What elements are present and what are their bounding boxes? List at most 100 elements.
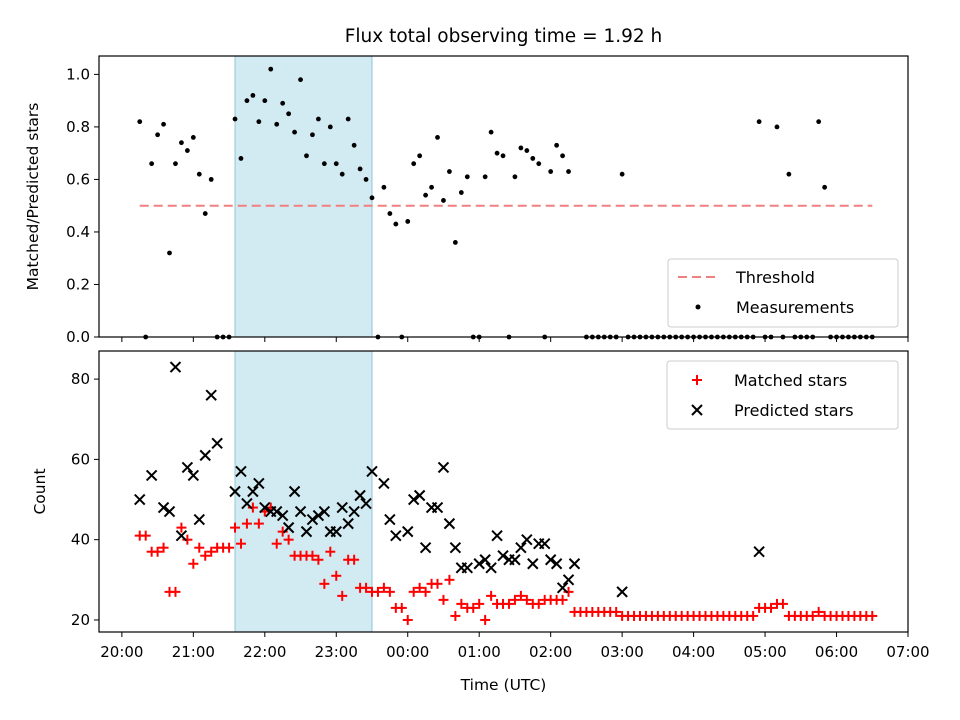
predicted-star-point bbox=[384, 513, 396, 526]
matched-star-point bbox=[468, 602, 479, 613]
predicted-star-point-b bbox=[181, 461, 194, 474]
matched-star-point bbox=[194, 542, 205, 553]
measurement-point bbox=[321, 161, 327, 167]
predicted-star-point-b bbox=[515, 541, 527, 554]
matched-star-point bbox=[611, 606, 622, 617]
matched-star-point bbox=[515, 590, 526, 601]
predicted-star-point-b bbox=[300, 525, 313, 538]
measurement-point bbox=[560, 153, 565, 159]
matched-star-point bbox=[319, 578, 330, 589]
predicted-star-point-b bbox=[550, 558, 563, 570]
predicted-star-point bbox=[253, 477, 265, 490]
predicted-star-point bbox=[431, 501, 444, 514]
predicted-star-point bbox=[348, 505, 360, 518]
predicted-stars-points bbox=[134, 361, 765, 598]
predicted-star-point-b bbox=[407, 493, 420, 506]
bottom-y-tick-label: 60 bbox=[71, 450, 90, 468]
matched-star-point bbox=[533, 598, 544, 609]
measurement-point bbox=[262, 98, 268, 104]
predicted-star-point-b bbox=[145, 469, 158, 482]
measurement-point bbox=[232, 116, 238, 122]
measurement-point bbox=[137, 119, 143, 125]
predicted-star-point-b bbox=[294, 505, 307, 518]
predicted-star-point-b bbox=[235, 465, 247, 478]
measurement-point bbox=[488, 129, 494, 135]
matched-star-point bbox=[450, 610, 461, 621]
predicted-star-point-b bbox=[312, 509, 325, 522]
predicted-star-point bbox=[181, 461, 194, 474]
measurement-point bbox=[435, 135, 440, 140]
bottom-legend-box bbox=[666, 360, 899, 430]
matched-star-point bbox=[777, 598, 788, 609]
measurement-point bbox=[244, 98, 250, 104]
predicted-star-point bbox=[378, 477, 390, 490]
measurement-point bbox=[167, 250, 172, 256]
matched-star-point bbox=[748, 610, 759, 621]
predicted-star-point bbox=[390, 529, 402, 542]
predicted-star-point-b bbox=[413, 489, 426, 502]
matched-star-point bbox=[766, 602, 777, 613]
matched-star-point bbox=[313, 554, 324, 565]
predicted-star-point bbox=[753, 546, 765, 558]
matched-star-point bbox=[271, 538, 282, 549]
bottom-y-tick-label: 80 bbox=[71, 370, 90, 388]
measurement-point bbox=[274, 121, 280, 127]
measurement-point bbox=[441, 198, 446, 203]
x-tick-label: 22:00 bbox=[243, 643, 286, 661]
predicted-star-point bbox=[247, 485, 259, 498]
measurement-point bbox=[393, 221, 399, 227]
predicted-star-point-b bbox=[306, 513, 319, 526]
bottom-y-tick-label: 20 bbox=[71, 611, 90, 629]
predicted-star-point-b bbox=[473, 558, 485, 570]
predicted-star-point-b bbox=[521, 533, 533, 546]
x-tick-label: 23:00 bbox=[315, 643, 358, 661]
predicted-star-point bbox=[145, 469, 158, 482]
top-y-axis-label: Matched/Predicted stars bbox=[24, 103, 42, 291]
predicted-star-point bbox=[193, 513, 205, 526]
x-axis-label: Time (UTC) bbox=[460, 676, 547, 694]
measurement-point bbox=[500, 153, 506, 159]
predicted-star-point-b bbox=[485, 562, 497, 574]
legend-matched-label: Matched stars bbox=[734, 371, 847, 390]
predicted-star-point-b bbox=[282, 521, 295, 534]
measurement-point bbox=[345, 116, 351, 122]
measurement-point bbox=[786, 171, 792, 177]
measurement-point bbox=[190, 135, 196, 140]
matched-star-point bbox=[188, 558, 199, 569]
predicted-star-point-b bbox=[419, 541, 432, 554]
measurement-point bbox=[155, 132, 161, 138]
predicted-star-point bbox=[342, 517, 354, 530]
x-tick-label: 00:00 bbox=[386, 643, 429, 661]
measurement-point bbox=[566, 169, 571, 174]
top-y-tick-label: 1.0 bbox=[66, 65, 90, 83]
matched-star-point bbox=[420, 586, 431, 597]
measurement-point bbox=[161, 121, 166, 127]
predicted-star-point bbox=[568, 558, 581, 570]
predicted-star-point-b bbox=[556, 582, 569, 594]
top-axes-frame bbox=[98, 55, 909, 338]
matched-star-point bbox=[241, 518, 252, 529]
measurement-point bbox=[417, 153, 423, 159]
matched-star-point bbox=[170, 586, 181, 597]
predicted-star-point bbox=[175, 529, 188, 542]
predicted-star-point bbox=[550, 558, 563, 570]
predicted-star-point-b bbox=[461, 562, 473, 574]
matched-star-point bbox=[438, 594, 449, 605]
matched-star-point bbox=[176, 522, 187, 533]
measurement-point bbox=[774, 124, 780, 130]
bottom-y-tick-label: 40 bbox=[71, 531, 90, 549]
predicted-star-point-b bbox=[354, 489, 366, 502]
matched-star-point bbox=[414, 582, 425, 593]
predicted-star-point-b bbox=[509, 554, 521, 566]
measurement-point bbox=[286, 111, 292, 117]
predicted-star-point-b bbox=[336, 501, 348, 514]
top-panel: 0.0 0.2 0.4 0.6 0.8 1.0 Flux total observing … bbox=[24, 26, 909, 346]
matched-star-point bbox=[402, 614, 413, 625]
measurement-point bbox=[369, 195, 375, 201]
predicted-star-point bbox=[300, 525, 313, 538]
predicted-star-point-b bbox=[431, 501, 444, 514]
predicted-star-point bbox=[419, 541, 432, 554]
measurement-point bbox=[196, 171, 202, 177]
x-tick-label: 02:00 bbox=[529, 643, 572, 661]
